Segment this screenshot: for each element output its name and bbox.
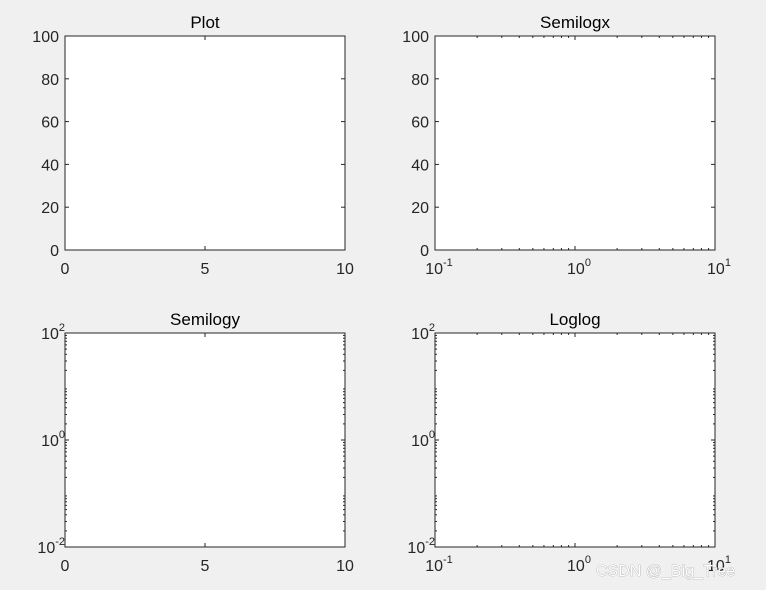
plot-axes-frame [64, 35, 346, 251]
plot-y-tick-label: 80 [41, 72, 59, 89]
semilogy-chart: 0 5 10 10-2 100 102 Semilogy [37, 310, 354, 575]
loglog-chart: 10-1 100 101 10-2 100 102 Loglog [407, 310, 731, 575]
plot-x-tick-label: 0 [61, 261, 70, 278]
semilogy-y-tick-label: 100 [41, 429, 65, 450]
semilogx-y-tick-label: 0 [420, 243, 429, 260]
semilogy-x-tick-label: 10 [336, 558, 354, 575]
semilogx-x-tick-label: 101 [707, 257, 731, 278]
semilogx-y-tick-label: 100 [402, 29, 429, 46]
semilogx-chart: 10-1 100 101 0 20 40 60 80 100 Semilogx [402, 13, 731, 278]
semilogx-y-tick-label: 20 [411, 200, 429, 217]
plot-y-tick-label: 20 [41, 200, 59, 217]
semilogy-y-tick-label: 102 [41, 322, 65, 343]
semilogx-title: Semilogx [540, 13, 610, 32]
semilogy-axes-frame [64, 332, 346, 548]
plot-title: Plot [190, 13, 220, 32]
loglog-y-tick-label: 10-2 [407, 536, 435, 557]
loglog-y-tick-label: 100 [411, 429, 435, 450]
semilogx-x-tick-label: 10-1 [425, 257, 453, 278]
semilogx-y-tick-label: 60 [411, 115, 429, 132]
semilogx-y-tick-label: 80 [411, 72, 429, 89]
plot-y-tick-label: 100 [32, 29, 59, 46]
semilogy-x-tick-label: 0 [61, 558, 70, 575]
loglog-x-tick-label: 101 [707, 554, 731, 575]
plot-y-tick-label: 60 [41, 115, 59, 132]
semilogy-y-tick-label: 10-2 [37, 536, 65, 557]
loglog-x-tick-label: 10-1 [425, 554, 453, 575]
plot-x-tick-label: 5 [201, 261, 210, 278]
watermark-text: CSDN @_Big_Tree [596, 563, 735, 580]
plot-y-tick-label: 0 [50, 243, 59, 260]
semilogy-x-tick-label: 5 [201, 558, 210, 575]
semilogx-y-tick-label: 40 [411, 157, 429, 174]
semilogy-title: Semilogy [170, 310, 240, 329]
semilogx-axes-frame [434, 35, 716, 251]
semilogx-x-tick-label: 100 [567, 257, 591, 278]
loglog-title: Loglog [549, 310, 600, 329]
loglog-x-tick-label: 100 [567, 554, 591, 575]
loglog-axes-frame [434, 332, 716, 548]
loglog-y-tick-label: 102 [411, 322, 435, 343]
plot-x-tick-label: 10 [336, 261, 354, 278]
plot-y-tick-label: 40 [41, 157, 59, 174]
